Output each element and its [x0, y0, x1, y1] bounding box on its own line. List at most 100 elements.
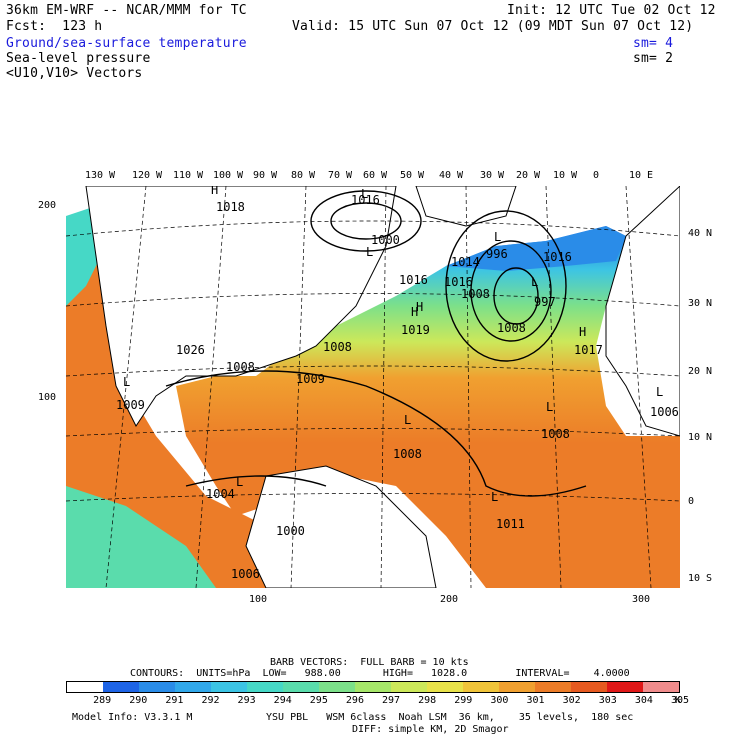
isobar-value-label: 1017 [574, 343, 603, 357]
isobar-value-label: 1000 [276, 524, 305, 538]
low-pressure-marker: L [656, 385, 663, 399]
greenland [415, 186, 517, 227]
contour-legend: CONTOURS: UNITS=hPa LOW= 988.00 HIGH= 10… [130, 668, 630, 679]
isobars [165, 190, 587, 497]
colorbar-value: 303 [598, 695, 617, 706]
isobar-value-label: 1026 [176, 343, 205, 357]
barb-legend: BARB VECTORS: FULL BARB = 10 kts [270, 657, 469, 668]
colorbar-swatch [499, 682, 535, 692]
colorbar-swatch [247, 682, 283, 692]
lon-label: 80 W [290, 170, 316, 181]
colorbar-value: 291 [165, 695, 184, 706]
colorbar-value: 290 [129, 695, 148, 706]
colorbar-swatch [67, 682, 103, 692]
colorbar-value: 300 [490, 695, 509, 706]
lon-label: 30 W [479, 170, 505, 181]
init-time: Init: 12 UTC Tue 02 Oct 12 [507, 3, 716, 18]
high-pressure-marker: H [579, 325, 586, 339]
bottom-tick-100: 100 [248, 594, 268, 605]
colorbar-labels: 289 290 291 292 293 294 295 296 297 298 299 300 301 3… [66, 695, 689, 707]
colorbar-swatch [643, 682, 679, 692]
left-tick-100: 100 [38, 392, 57, 403]
lat-label: 10 N [688, 432, 713, 443]
lon-label: 130 W [84, 170, 116, 181]
isobar-value-label: 1016 [351, 193, 380, 207]
lon-label: 20 W [515, 170, 541, 181]
low-pressure-marker: L [491, 490, 498, 504]
field-slp-label: Sea-level pressure [6, 51, 151, 66]
temperature-colorbar [66, 681, 680, 693]
colorbar-swatch [391, 682, 427, 692]
lat-label: 10 S [688, 573, 713, 584]
colorbar-swatch [463, 682, 499, 692]
lon-label: 0 [592, 170, 600, 181]
diffusion-info: DIFF: simple KM, 2D Smagor [352, 724, 509, 735]
isobar-value-label: 1016 [444, 275, 473, 289]
colorbar-swatch [175, 682, 211, 692]
low-pressure-marker: L [123, 375, 130, 389]
colorbar-swatch [319, 682, 355, 692]
valid-time: Valid: 15 UTC Sun 07 Oct 12 (09 MDT Sun … [292, 19, 694, 34]
lon-label: 10 E [628, 170, 654, 181]
colorbar-swatch [607, 682, 643, 692]
colorbar-value: 305 [670, 695, 690, 706]
isobar-value-label: 1000 [371, 233, 400, 247]
colorbar-value: 289 [93, 695, 112, 706]
high-pressure-marker: H [411, 305, 418, 319]
low-pressure-marker: L [361, 187, 368, 201]
low-pressure-marker: L [236, 475, 243, 489]
south-america [245, 465, 437, 588]
isobar-value-label: 1006 [650, 405, 679, 419]
isobar-value-label: 1011 [496, 517, 525, 531]
field-slp-smoothing: sm= 2 [633, 51, 674, 66]
isobar-value-label: 1008 [497, 321, 526, 335]
low-pressure-marker: L [404, 413, 411, 427]
colorbar-swatch [535, 682, 571, 692]
colorbar-swatch [355, 682, 391, 692]
pacific-sst [66, 216, 356, 588]
colorbar-swatch [427, 682, 463, 692]
north-america [85, 186, 397, 427]
pacific-equatorial [66, 486, 216, 588]
colorbar-value: 293 [237, 695, 256, 706]
lon-label: 120 W [131, 170, 163, 181]
low-pressure-marker: L [531, 275, 538, 289]
low-pressure-marker: L [494, 230, 501, 244]
isobar-value-label: 1014 [451, 255, 480, 269]
lon-label: 60 W [362, 170, 388, 181]
lon-label: 70 W [327, 170, 353, 181]
colorbar-swatch [571, 682, 607, 692]
high-pressure-marker: H [416, 300, 423, 314]
isobar-value-label: 1008 [393, 447, 422, 461]
isobar-value-label: 997 [534, 295, 556, 309]
forecast-hour: Fcst: 123 h [6, 19, 103, 34]
low-pressure-marker: L [366, 245, 373, 259]
isobar-value-label: 1008 [226, 360, 255, 374]
colorbar-value: 295 [309, 695, 328, 706]
bottom-tick-200: 200 [439, 594, 459, 605]
isobar-value-label: 1008 [541, 427, 570, 441]
isobar-value-label: 1004 [206, 487, 235, 501]
lon-label: 100 W [212, 170, 244, 181]
colorbar-value: 297 [382, 695, 401, 706]
lon-label: 50 W [399, 170, 425, 181]
africa-europe [605, 186, 680, 437]
graticule [66, 186, 680, 588]
colorbar-value: 302 [562, 695, 581, 706]
atlantic-sst [176, 226, 680, 588]
field-vectors-label: <U10,V10> Vectors [6, 66, 143, 81]
colorbar-value: 294 [273, 695, 292, 706]
colorbar-value: 299 [454, 695, 473, 706]
lat-label: 30 N [688, 298, 713, 309]
high-pressure-marker: H [211, 186, 218, 197]
isobar-value-label: 1016 [543, 250, 572, 264]
colorbar-value: 298 [418, 695, 437, 706]
lon-label: 110 W [172, 170, 204, 181]
north-atlantic-cold [446, 226, 626, 271]
colorbar-swatch [211, 682, 247, 692]
lat-label: 20 N [688, 366, 713, 377]
model-title: 36km EM-WRF -- NCAR/MMM for TC [6, 3, 247, 18]
colorbar-value: 292 [201, 695, 220, 706]
isobar-value-label: 996 [486, 247, 508, 261]
